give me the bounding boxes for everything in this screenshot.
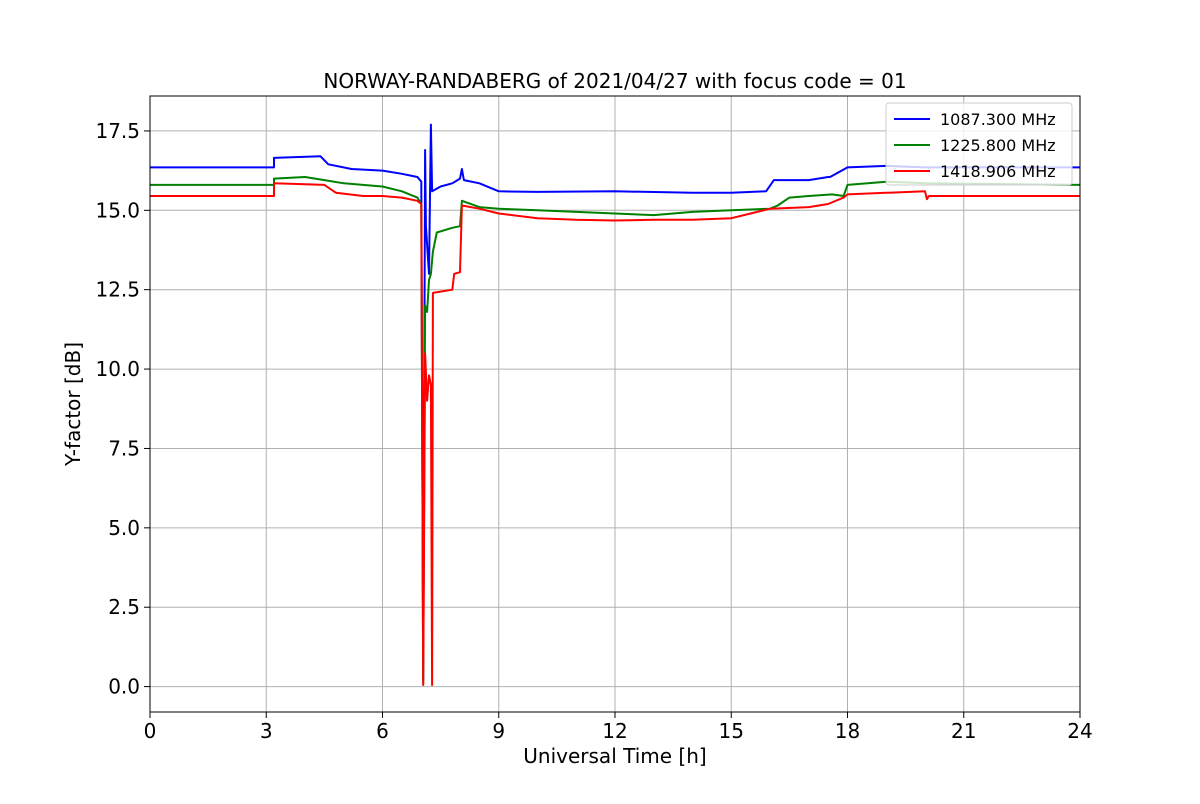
x-tick-label: 18: [835, 719, 860, 743]
x-tick-label: 6: [376, 719, 389, 743]
y-tick-label: 12.5: [95, 278, 140, 302]
y-tick-label: 15.0: [95, 198, 140, 222]
series-line-1087-300-mhz: [150, 123, 1080, 682]
y-tick-label: 10.0: [95, 357, 140, 381]
legend: 1087.300 MHz 1225.800 MHz 1418.906 MHz: [885, 102, 1073, 186]
x-tick-label: 9: [492, 719, 505, 743]
axis-ticks: 0 3 6 9 12 15 18 21 24 0.0 2.5 5.0 7.5 10.0 12.5 15.0 17…: [95, 119, 1092, 743]
x-tick-label: 3: [260, 719, 273, 743]
x-tick-label: 0: [144, 719, 157, 743]
y-tick-label: 5.0: [108, 516, 140, 540]
series-line-1418-906-mhz: [150, 182, 1080, 686]
x-axis-label: Universal Time [h]: [523, 744, 706, 768]
legend-label: 1225.800 MHz: [940, 136, 1056, 155]
legend-label: 1418.906 MHz: [940, 162, 1056, 181]
x-tick-label: 12: [602, 719, 627, 743]
x-tick-label: 21: [951, 719, 976, 743]
legend-box: [885, 102, 1073, 186]
x-tick-label: 15: [719, 719, 744, 743]
y-tick-label: 7.5: [108, 436, 140, 460]
series-group: [150, 123, 1081, 686]
y-axis-label: Y-factor [dB]: [61, 342, 85, 467]
y-tick-label: 17.5: [95, 119, 140, 143]
legend-label: 1087.300 MHz: [940, 110, 1056, 129]
y-tick-label: 2.5: [108, 595, 140, 619]
x-tick-label: 24: [1067, 719, 1092, 743]
chart-title: NORWAY-RANDABERG of 2021/04/27 with focu…: [323, 69, 906, 93]
y-tick-label: 0.0: [108, 675, 140, 699]
